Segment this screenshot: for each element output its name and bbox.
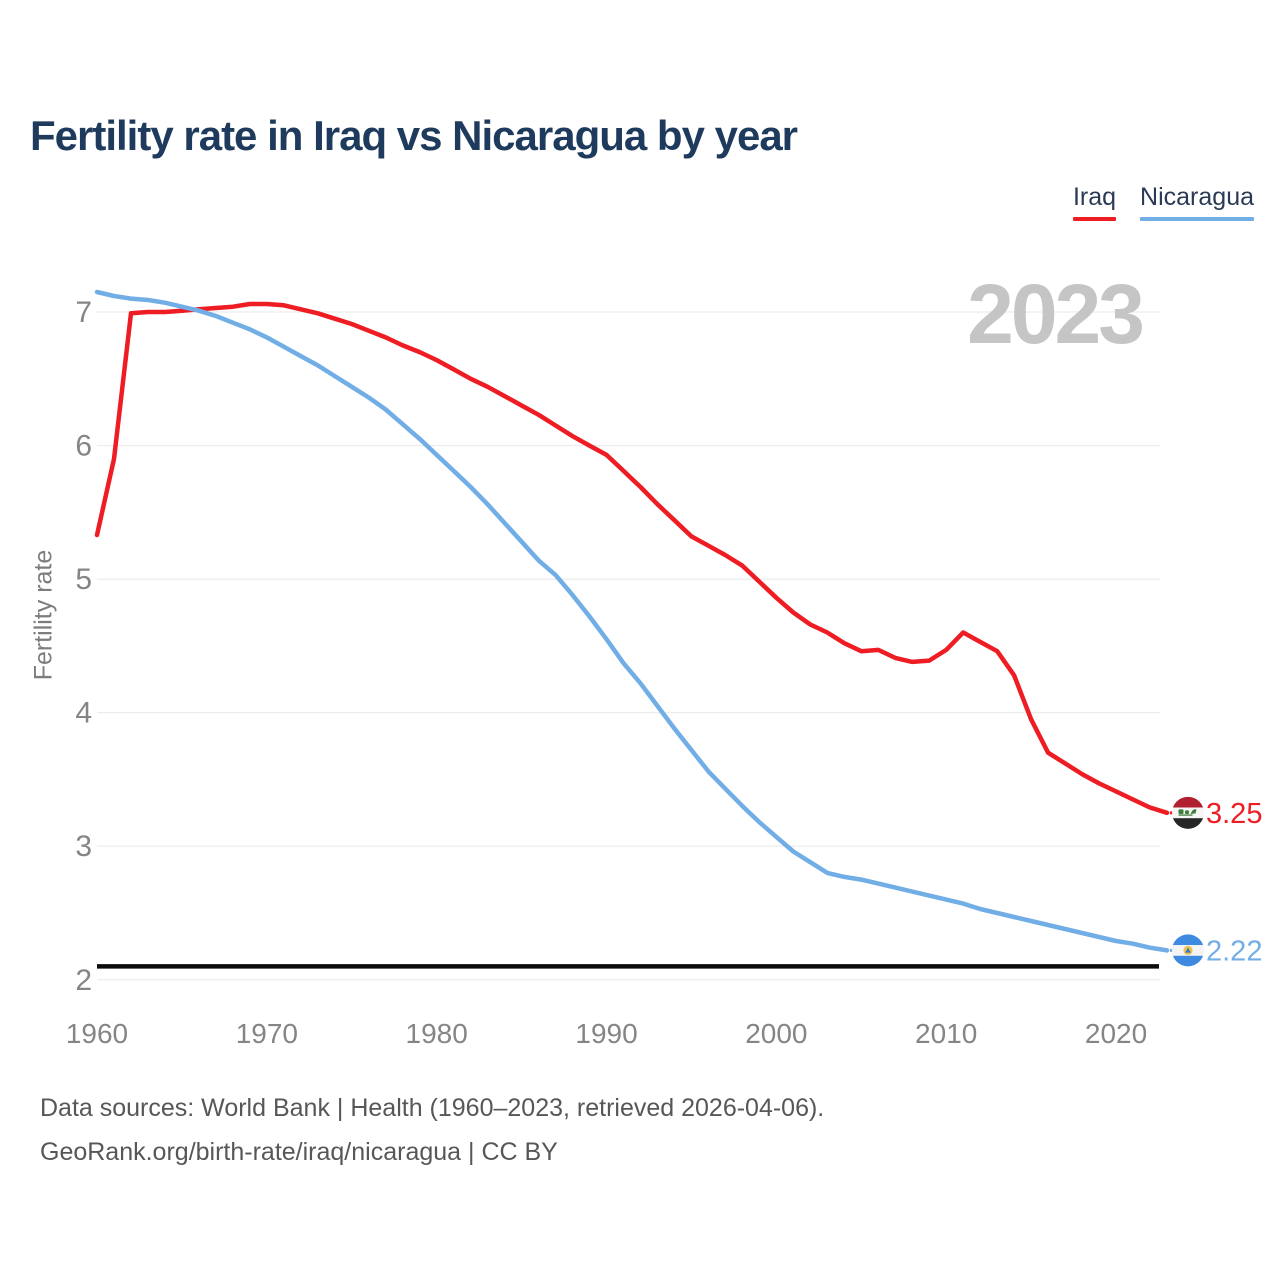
x-tick-2010: 2010	[915, 1018, 977, 1049]
legend: Iraq Nicaragua	[1072, 183, 1254, 221]
legend-underline-nicaragua	[1140, 217, 1254, 221]
x-tick-1970: 1970	[236, 1018, 298, 1049]
year-watermark: 2023	[967, 267, 1145, 361]
legend-underline-iraq	[1072, 217, 1117, 221]
legend-label-iraq: Iraq	[1072, 183, 1117, 211]
x-axis-ticks: 1960 1970 1980 1990 2000 2010 2020	[66, 1018, 1147, 1049]
x-tick-2020: 2020	[1085, 1018, 1147, 1049]
iraq-end-value: 3.25	[1206, 798, 1262, 830]
nicaragua-line	[94, 289, 1170, 953]
legend-item-nicaragua[interactable]: Nicaragua	[1140, 183, 1254, 221]
y-tick-3: 3	[75, 830, 92, 863]
page-title: Fertility rate in Iraq vs Nicaragua by y…	[30, 112, 798, 159]
y-tick-4: 4	[75, 697, 92, 730]
iraq-line	[94, 301, 1170, 816]
y-tick-7: 7	[75, 296, 92, 329]
nicaragua-end-value: 2.22	[1206, 935, 1262, 967]
x-tick-1960: 1960	[66, 1018, 128, 1049]
iraq-flag-icon	[1172, 796, 1204, 829]
nicaragua-flag-icon	[1172, 934, 1204, 967]
y-tick-5: 5	[75, 563, 92, 596]
gridlines	[97, 311, 1160, 981]
footer: Data sources: World Bank | Health (1960–…	[40, 1086, 824, 1174]
y-axis-ticks: 2 3 4 5 6 7	[75, 296, 92, 997]
y-tick-6: 6	[75, 430, 92, 463]
y-tick-2: 2	[75, 964, 92, 997]
footer-data-sources: Data sources: World Bank | Health (1960–…	[40, 1094, 825, 1122]
x-tick-1990: 1990	[575, 1018, 637, 1049]
legend-label-nicaragua: Nicaragua	[1140, 183, 1254, 211]
data-series: 3.25 2.22	[94, 289, 1262, 967]
footer-attribution: GeoRank.org/birth-rate/iraq/nicaragua | …	[40, 1138, 558, 1166]
x-tick-2000: 2000	[745, 1018, 807, 1049]
x-tick-1980: 1980	[406, 1018, 468, 1049]
legend-item-iraq[interactable]: Iraq	[1072, 183, 1117, 221]
